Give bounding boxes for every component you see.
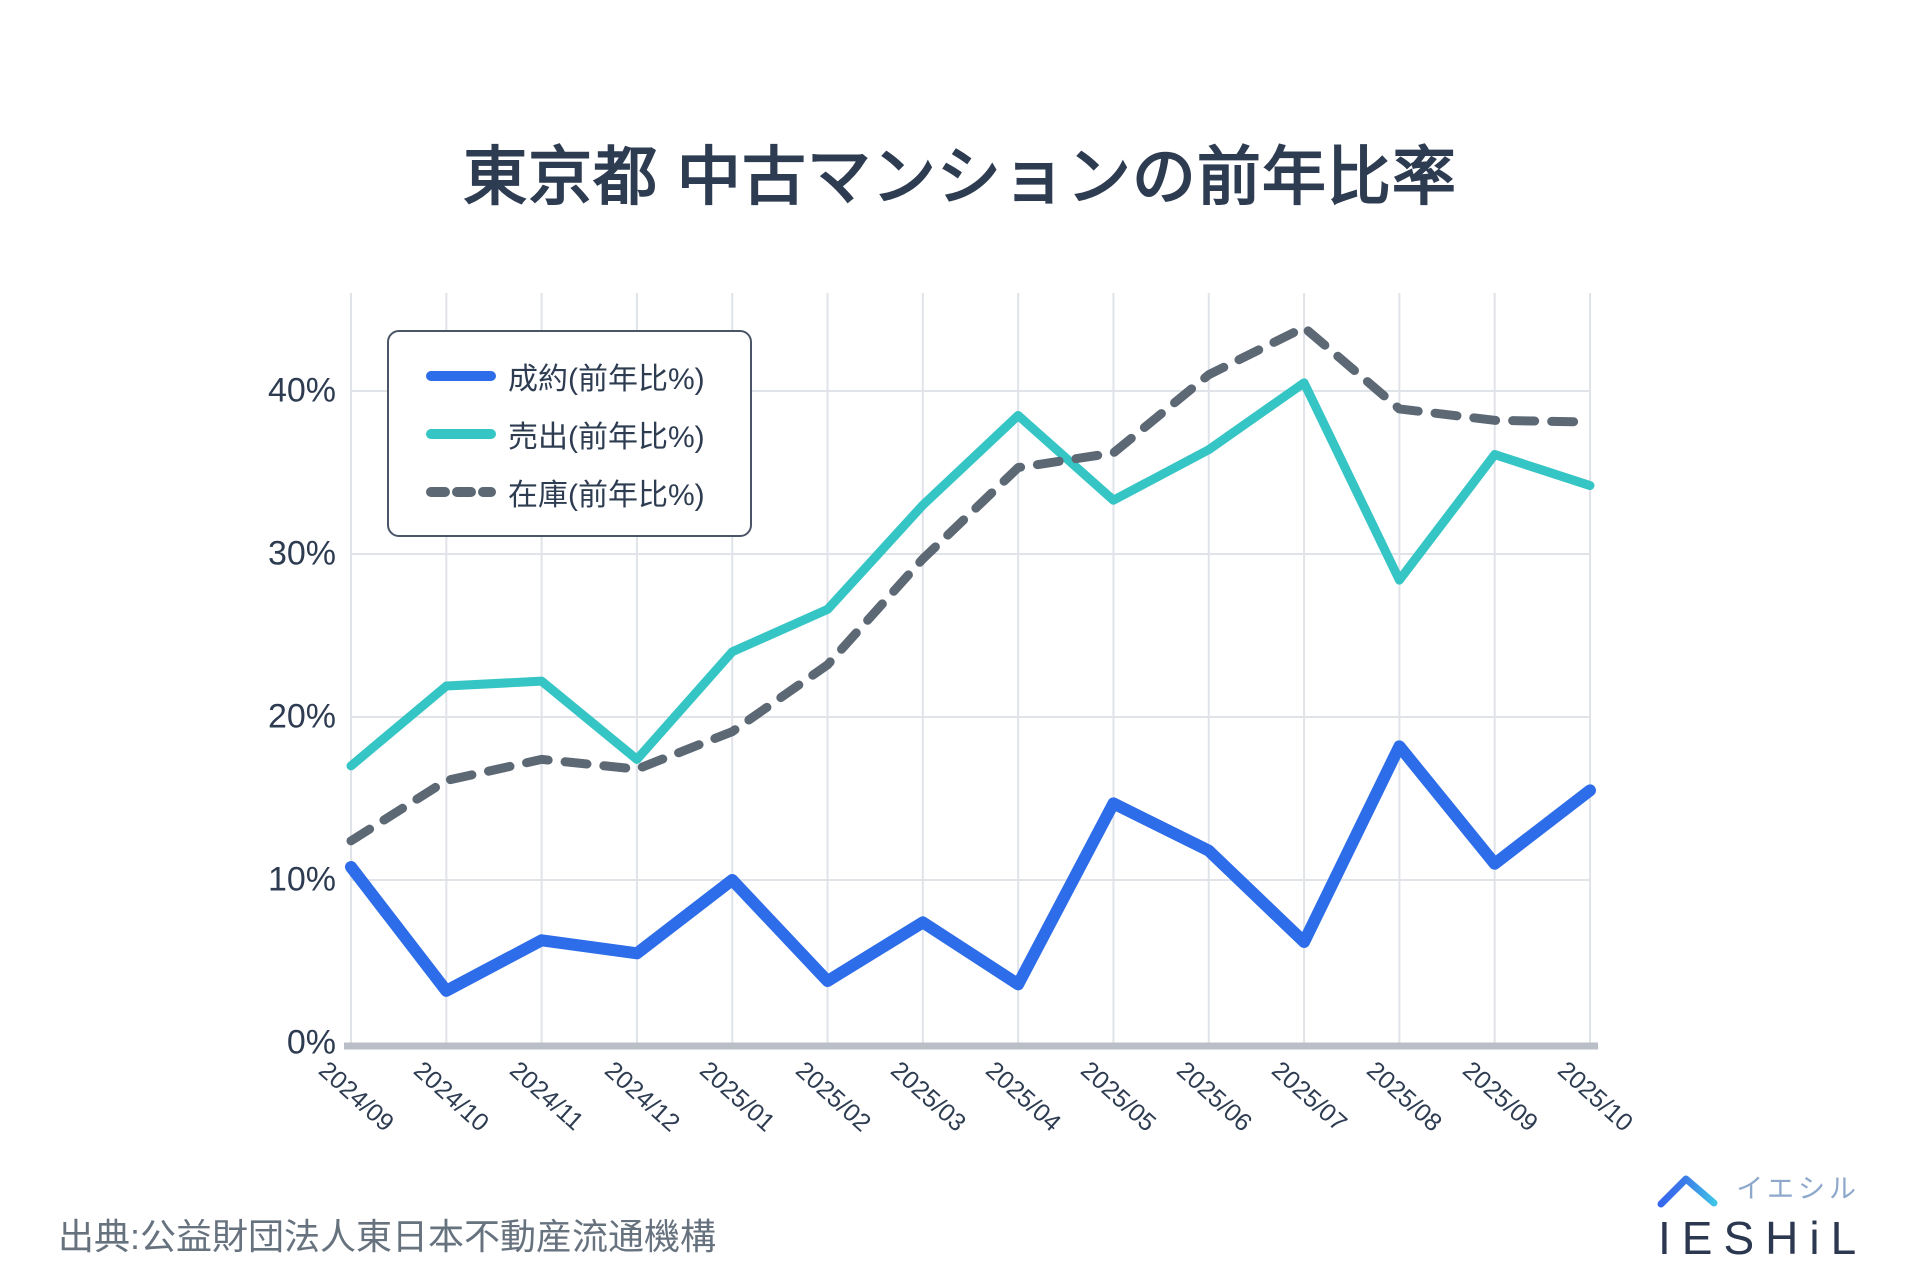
legend-swatch-inventory (426, 486, 496, 497)
legend-item-contracts: 成約(前年比%) (425, 354, 750, 398)
legend-swatch-contracts (426, 370, 496, 381)
chart-legend: 成約(前年比%) 売出(前年比%) 在庫(前年比%) (387, 330, 752, 537)
house-roof-icon (1657, 1175, 1718, 1208)
legend-swatch-listings (426, 428, 496, 439)
series-line-inventory (346, 322, 1595, 846)
legend-label: 成約(前年比%) (508, 362, 705, 396)
series-line-listings (346, 378, 1595, 771)
series-line-contracts (345, 740, 1596, 997)
ieshil-logo-graphic: イエシル IESHiL (1657, 1174, 1867, 1264)
legend-item-inventory: 在庫(前年比%) (425, 470, 750, 514)
logo-brand: IESHiL (1658, 1212, 1867, 1264)
legend-label: 売出(前年比%) (508, 420, 705, 454)
chart-title: 東京都 中古マンションの前年比率 (463, 141, 1457, 213)
y-axis-tick-label: 30% (267, 534, 336, 573)
logo-kana: イエシル (1736, 1174, 1860, 1204)
legend-label: 在庫(前年比%) (508, 478, 705, 512)
y-axis-tick-label: 0% (286, 1023, 336, 1062)
y-axis-tick-label: 20% (267, 697, 336, 736)
y-axis-tick-label: 10% (267, 860, 336, 899)
y-axis-tick-label: 40% (267, 371, 336, 410)
source-note: 出典:公益財団法人東日本不動産流通機構 (58, 1216, 717, 1257)
legend-item-listings: 売出(前年比%) (425, 412, 750, 456)
ieshil-logo: イエシル IESHiL (1652, 1162, 1888, 1271)
